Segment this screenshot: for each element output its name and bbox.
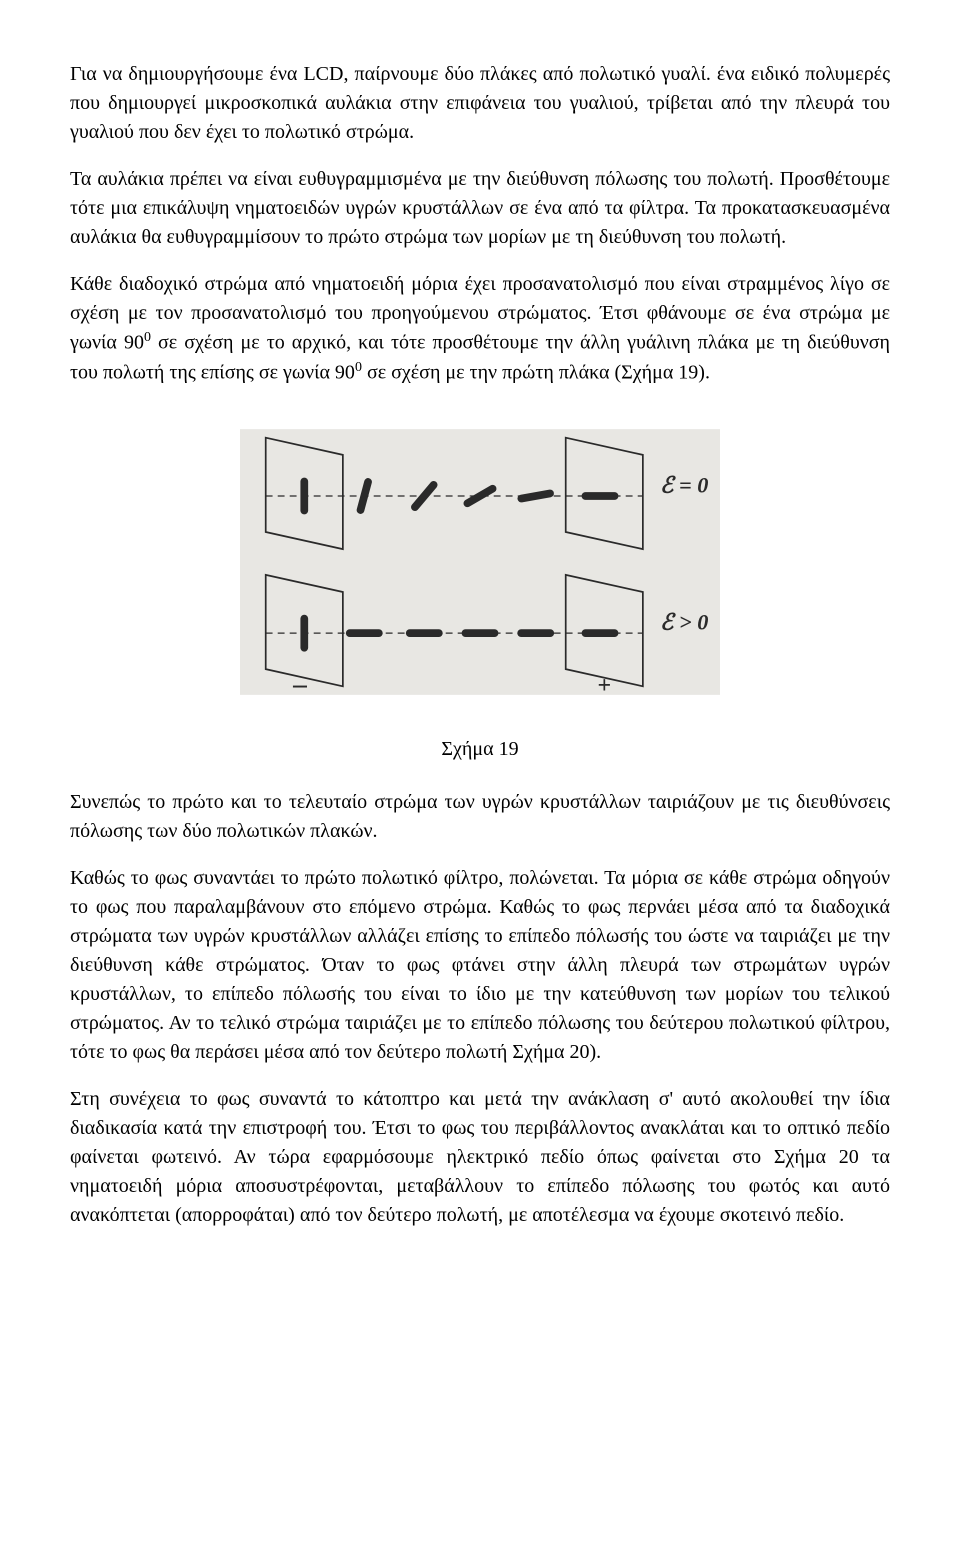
paragraph-6: Στη συνέχεια το φως συναντά το κάτοπτρο … [70,1085,890,1230]
svg-text:+: + [597,673,611,699]
paragraph-4: Συνεπώς το πρώτο και το τελευταίο στρώμα… [70,788,890,846]
svg-text:ℰ > 0: ℰ > 0 [660,610,708,635]
paragraph-5: Καθώς το φως συναντάει το πρώτο πολωτικό… [70,864,890,1067]
p3-part-c: σε σχέση με την πρώτη πλάκα (Σχήμα 19). [362,361,710,383]
svg-text:–: – [292,669,307,699]
sup-2: 0 [355,360,362,375]
paragraph-3: Κάθε διαδοχικό στρώμα από νηματοειδή μόρ… [70,270,890,387]
paragraph-2: Τα αυλάκια πρέπει να είναι ευθυγραμμισμέ… [70,165,890,252]
figure-19-svg: ℰ = 0 ℰ > 0 – + [240,407,720,717]
figure-caption: Σχήμα 19 [441,735,518,764]
sup-1: 0 [144,330,151,345]
figure-19: ℰ = 0 ℰ > 0 – + Σχήμα 19 [70,407,890,764]
paragraph-1: Για να δημιουργήσουμε ένα LCD, παίρνουμε… [70,60,890,147]
svg-text:ℰ = 0: ℰ = 0 [660,473,708,498]
